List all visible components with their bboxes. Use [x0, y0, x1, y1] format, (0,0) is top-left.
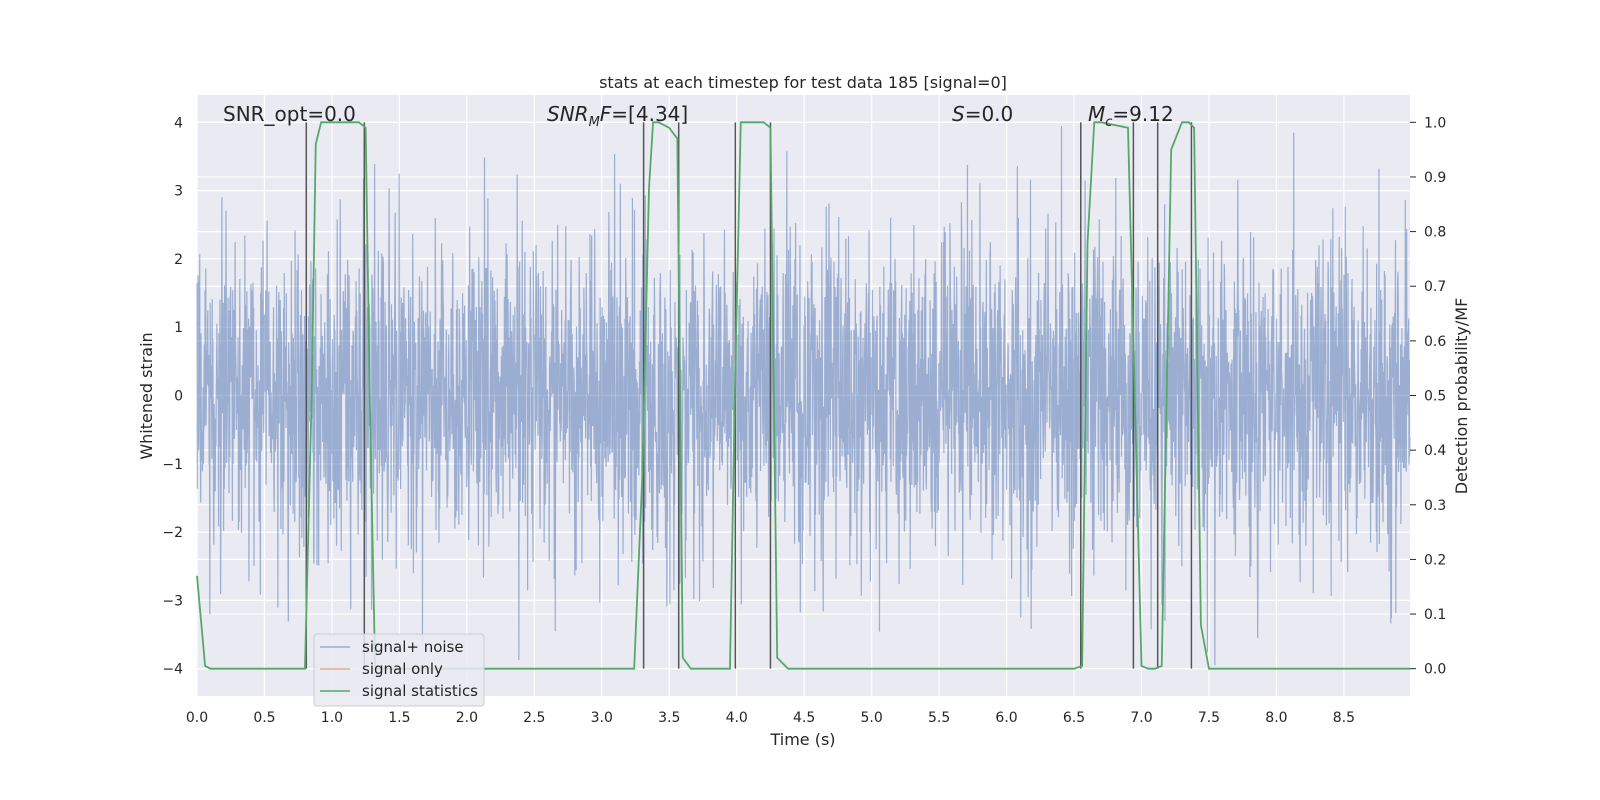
annotation-snr-opt: SNR_opt=0.0 [223, 102, 356, 126]
y-right-tick-label: 0.9 [1424, 170, 1446, 186]
mc-main: M [1088, 102, 1105, 126]
mc-sub: c [1105, 115, 1112, 130]
y-left-tick-label: 3 [174, 184, 183, 200]
y-right-tick-labels: 1.0 0.9 0.8 0.7 0.6 0.5 0.4 0.3 0.2 0.1 0.0 [1410, 115, 1446, 678]
annotation-snr-mf: SNRMF=[4.34] [547, 102, 688, 130]
y-right-tick-label: 0.7 [1424, 279, 1446, 295]
y-left-tick-label: 1 [174, 320, 183, 336]
x-tick-label: 6.0 [995, 710, 1017, 726]
x-tick-label: 3.0 [591, 710, 613, 726]
mc-value: =9.12 [1112, 102, 1173, 126]
x-axis-label: Time (s) [769, 730, 835, 749]
y-right-tick-label: 0.6 [1424, 334, 1446, 350]
y-right-tick-label: 1.0 [1424, 115, 1446, 131]
x-tick-label: 4.0 [726, 710, 748, 726]
x-tick-label: 4.5 [793, 710, 815, 726]
x-tick-label: 7.0 [1130, 710, 1152, 726]
chart-title: stats at each timestep for test data 185… [599, 73, 1007, 92]
s-main: S [952, 102, 965, 126]
legend-box [313, 633, 485, 707]
y-left-tick-label: −3 [162, 593, 183, 609]
signal-statistics-line [196, 121, 1410, 670]
x-tick-label: 5.0 [861, 710, 883, 726]
y-axis-label-left: Whitened strain [137, 332, 156, 459]
x-tick-label: 3.5 [658, 710, 680, 726]
x-tick-label: 8.0 [1265, 710, 1287, 726]
y-right-tick-label: 0.5 [1424, 389, 1446, 405]
y-left-tick-label: −2 [162, 525, 183, 541]
y-left-tick-label: −4 [162, 662, 183, 678]
y-right-tick-label: 0.4 [1424, 443, 1446, 459]
x-tick-label: 6.5 [1063, 710, 1085, 726]
x-tick-label: 1.5 [388, 710, 410, 726]
x-tick-label: 0.5 [253, 710, 275, 726]
x-tick-label: 8.5 [1333, 710, 1355, 726]
x-tick-label: 7.5 [1198, 710, 1220, 726]
s-value: =0.0 [965, 102, 1014, 126]
x-tick-label: 2.0 [456, 710, 478, 726]
snr-mf-value: =[4.34] [611, 102, 688, 126]
legend-label-signal-only: signal only [362, 660, 443, 678]
annotation-s: S=0.0 [952, 102, 1013, 126]
signal-noise-line [196, 125, 1411, 666]
y-axis-label-right: Detection probability/MF [1452, 298, 1471, 495]
snr-mf-sub: M [589, 115, 600, 130]
snr-mf-f: F [600, 102, 612, 126]
x-tick-labels: 0.0 0.5 1.0 1.5 2.0 2.5 3.0 3.5 4.0 4.5 5.0 5.5 6.0 6… [186, 710, 1355, 726]
y-right-tick-label: 0.2 [1424, 552, 1446, 568]
legend: signal+ noise signal only signal statist… [313, 633, 485, 707]
x-tick-label: 2.5 [523, 710, 545, 726]
y-left-tick-labels: 4 3 2 1 0 −1 −2 −3 −4 [162, 115, 183, 677]
y-right-tick-label: 0.8 [1424, 225, 1446, 241]
noise-series [196, 125, 1411, 666]
y-right-tick-label: 0.0 [1424, 662, 1446, 678]
y-left-tick-label: −1 [162, 457, 183, 473]
y-left-tick-label: 2 [174, 252, 183, 268]
snr-mf-main: SNR [547, 102, 589, 126]
x-tick-label: 0.0 [186, 710, 208, 726]
x-tick-label: 5.5 [928, 710, 950, 726]
legend-label-signal-statistics: signal statistics [362, 682, 478, 700]
legend-label-signal-noise: signal+ noise [362, 638, 464, 656]
statistics-series [196, 121, 1410, 670]
y-right-tick-label: 0.1 [1424, 607, 1446, 623]
y-left-tick-label: 4 [174, 115, 183, 131]
annotation-mc: Mc=9.12 [1088, 102, 1174, 130]
y-right-tick-label: 0.3 [1424, 498, 1446, 514]
x-tick-label: 1.0 [321, 710, 343, 726]
y-left-tick-label: 0 [174, 389, 183, 405]
